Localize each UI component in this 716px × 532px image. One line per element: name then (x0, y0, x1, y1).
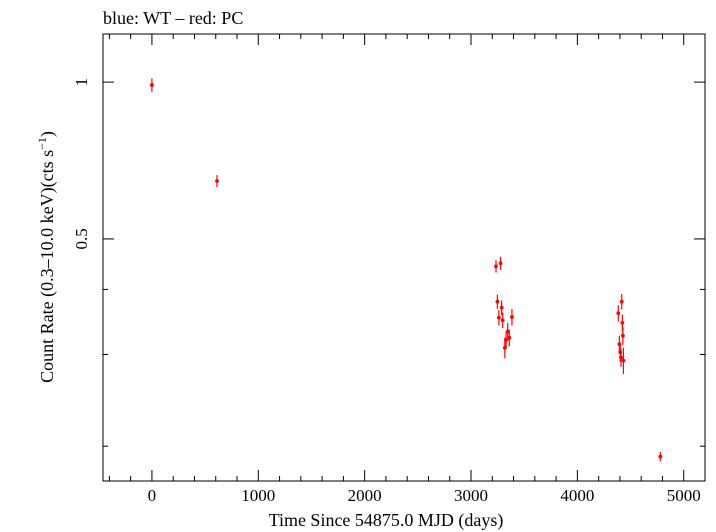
point-marker (620, 320, 625, 325)
point-marker (150, 83, 154, 87)
data-point (619, 293, 624, 310)
data-point (616, 305, 621, 322)
data-points (150, 78, 663, 462)
data-point (510, 308, 514, 326)
y-axis-ticks: 0.51 (72, 78, 705, 447)
data-point (150, 78, 154, 93)
x-tick-label: 5000 (667, 486, 701, 505)
x-tick-label: 0 (148, 486, 157, 505)
point-marker (500, 318, 505, 323)
data-point (215, 175, 219, 188)
data-point (621, 347, 626, 375)
data-point (620, 326, 625, 345)
y-axis-label-superscript: −1 (35, 137, 49, 150)
y-axis-label-close: ) (37, 131, 58, 137)
point-marker (496, 315, 501, 320)
point-marker (215, 179, 219, 183)
data-point (504, 331, 509, 349)
x-tick-label: 4000 (560, 486, 594, 505)
y-axis-label: Count Rate (0.3–10.0 keV)(cts s−1) (35, 131, 58, 383)
data-point (494, 260, 498, 273)
data-point (500, 312, 505, 329)
point-marker (616, 311, 621, 316)
point-marker (510, 315, 514, 319)
x-tick-label: 1000 (241, 486, 275, 505)
data-point (498, 256, 503, 270)
data-point (658, 451, 663, 462)
y-tick-label: 0.5 (72, 228, 91, 249)
point-marker (619, 355, 623, 360)
x-axis-ticks: 0 1000 2000 3000 4000 5000 (108, 34, 706, 505)
x-tick-label: 3000 (454, 486, 488, 505)
plot-frame (102, 33, 706, 482)
point-marker (499, 305, 504, 310)
point-marker (507, 335, 512, 340)
point-marker (498, 261, 503, 266)
data-point (619, 348, 623, 367)
point-marker (504, 337, 509, 342)
x-axis-label: Time Since 54875.0 MJD (days) (269, 510, 504, 531)
point-marker (621, 358, 626, 363)
y-axis-label-main: Count Rate (0.3–10.0 keV)(cts s (37, 150, 58, 383)
point-marker (619, 299, 624, 304)
point-marker (495, 299, 500, 304)
point-marker (620, 333, 625, 338)
x-tick-label: 2000 (348, 486, 382, 505)
point-marker (494, 264, 498, 269)
chart-title: blue: WT – red: PC (103, 8, 243, 28)
data-point (496, 310, 501, 326)
data-point (499, 300, 504, 316)
data-point (495, 294, 500, 309)
data-point (507, 329, 512, 347)
point-marker (505, 329, 510, 334)
point-marker (658, 454, 663, 459)
y-tick-label: 1 (72, 78, 91, 87)
